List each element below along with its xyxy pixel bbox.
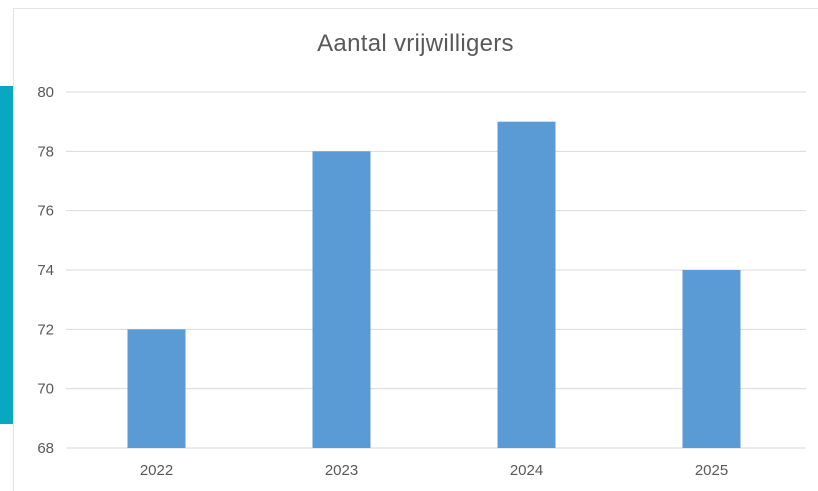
bars: [127, 121, 741, 449]
bar-2022: [127, 329, 186, 448]
chart-title: Aantal vrijwilligers: [317, 30, 514, 57]
y-tick-label: 80: [37, 84, 54, 101]
bar-2025: [682, 270, 741, 448]
x-tick-label: 2022: [140, 462, 173, 479]
x-tick-label: 2024: [510, 462, 543, 479]
accent-bar: [0, 86, 13, 424]
y-tick-label: 72: [37, 321, 54, 338]
y-tick-label: 78: [37, 143, 54, 160]
y-tick-label: 74: [37, 262, 54, 279]
y-tick-label: 76: [37, 203, 54, 220]
y-tick-label: 70: [37, 381, 54, 398]
x-tick-label: 2023: [325, 462, 358, 479]
x-axis-ticks: 2022 2023 2024 2025: [140, 462, 728, 479]
bar-2023: [312, 151, 371, 449]
y-tick-label: 68: [37, 440, 54, 457]
bar-2024: [497, 121, 556, 449]
y-axis-ticks: 68 70 72 74 76 78 80: [37, 84, 54, 457]
x-tick-label: 2025: [695, 462, 728, 479]
